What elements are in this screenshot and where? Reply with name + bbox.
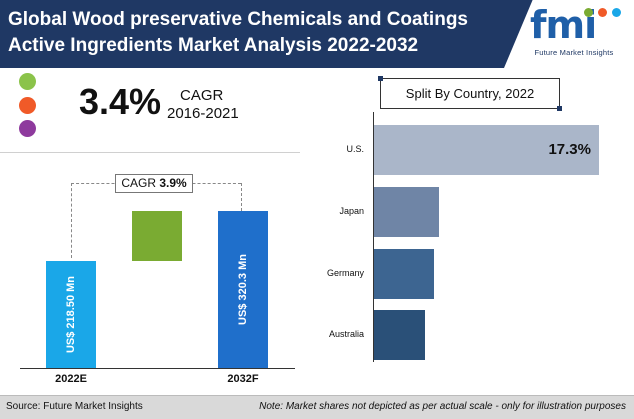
country-label-germany: Germany	[326, 268, 364, 278]
legend-dot-green	[19, 73, 36, 90]
cagr-callout-label: CAGR	[121, 176, 156, 190]
cagr-callout-value: 3.9%	[159, 176, 187, 190]
corner-mark-tl	[378, 76, 383, 81]
cagr-bracket-left	[71, 183, 72, 258]
bar-2032f	[218, 211, 268, 368]
country-bar-japan	[374, 187, 439, 237]
header-banner: Global Wood preservative Chemicals and C…	[0, 0, 634, 68]
x-label-2022e: 2022E	[55, 373, 87, 385]
country-label-u-s: U.S.	[346, 144, 364, 154]
country-split-title: Split By Country, 2022	[405, 86, 535, 101]
country-bar-value-u-s: 17.3%	[548, 141, 591, 158]
country-label-japan: Japan	[339, 206, 364, 216]
legend-dot-purple	[19, 120, 36, 137]
fmi-logo: fmi Future Market Insights	[522, 4, 626, 64]
country-label-australia: Australia	[328, 329, 364, 339]
bar-2032f-value-label: US$ 320.3 Mn	[236, 253, 249, 325]
country-axis	[373, 112, 374, 362]
logo-text: Future Market Insights	[534, 48, 614, 57]
country-bar-australia	[374, 310, 425, 360]
cagr-bracket-right	[241, 183, 242, 211]
source-text: Source: Future Market Insights	[6, 401, 143, 412]
x-label-2032f: 2032F	[227, 373, 259, 385]
country-split-title-box: Split By Country, 2022	[378, 76, 562, 111]
bar-2022e-value-label: US$ 218.50 Mn	[64, 275, 77, 353]
footer: Source: Future Market Insights Note: Mar…	[0, 395, 634, 419]
note-text: Note: Market shares not depicted as per …	[259, 401, 626, 412]
title-line-2: Active Ingredients Market Analysis 2022-…	[8, 35, 419, 56]
corner-mark-br	[557, 106, 562, 111]
bar-2022e	[46, 261, 96, 368]
page-title: Global Wood preservative Chemicals and C…	[8, 7, 508, 59]
title-line-1: Global Wood preservative Chemicals and C…	[8, 9, 468, 30]
country-bar-u-s: 17.3%	[374, 125, 599, 175]
cagr-period: 2016-2021	[167, 105, 239, 122]
divider	[0, 152, 300, 153]
cagr-value: 3.4%	[79, 81, 162, 122]
logo-dot-2	[598, 8, 607, 17]
logo-dot-1	[584, 8, 593, 17]
cagr-callout: CAGR 3.9%	[115, 174, 193, 193]
left-chart-baseline	[20, 368, 295, 369]
bar-growth-increment	[132, 211, 182, 261]
logo-dot-3	[612, 8, 621, 17]
cagr-label: CAGR	[180, 87, 224, 104]
country-bar-germany	[374, 249, 434, 299]
legend-dot-orange	[19, 97, 36, 114]
